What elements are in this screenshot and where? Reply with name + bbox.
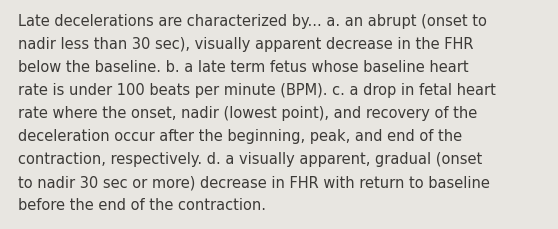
Text: deceleration occur after the beginning, peak, and end of the: deceleration occur after the beginning, … bbox=[18, 128, 462, 143]
Text: contraction, respectively. d. a visually apparent, gradual (onset: contraction, respectively. d. a visually… bbox=[18, 151, 482, 166]
Text: rate where the onset, nadir (lowest point), and recovery of the: rate where the onset, nadir (lowest poin… bbox=[18, 106, 477, 120]
Text: below the baseline. b. a late term fetus whose baseline heart: below the baseline. b. a late term fetus… bbox=[18, 60, 469, 75]
Text: nadir less than 30 sec), visually apparent decrease in the FHR: nadir less than 30 sec), visually appare… bbox=[18, 37, 474, 52]
Text: Late decelerations are characterized by... a. an abrupt (onset to: Late decelerations are characterized by.… bbox=[18, 14, 487, 29]
Text: rate is under 100 beats per minute (BPM). c. a drop in fetal heart: rate is under 100 beats per minute (BPM)… bbox=[18, 83, 496, 98]
Text: before the end of the contraction.: before the end of the contraction. bbox=[18, 197, 266, 212]
Text: to nadir 30 sec or more) decrease in FHR with return to baseline: to nadir 30 sec or more) decrease in FHR… bbox=[18, 174, 490, 189]
